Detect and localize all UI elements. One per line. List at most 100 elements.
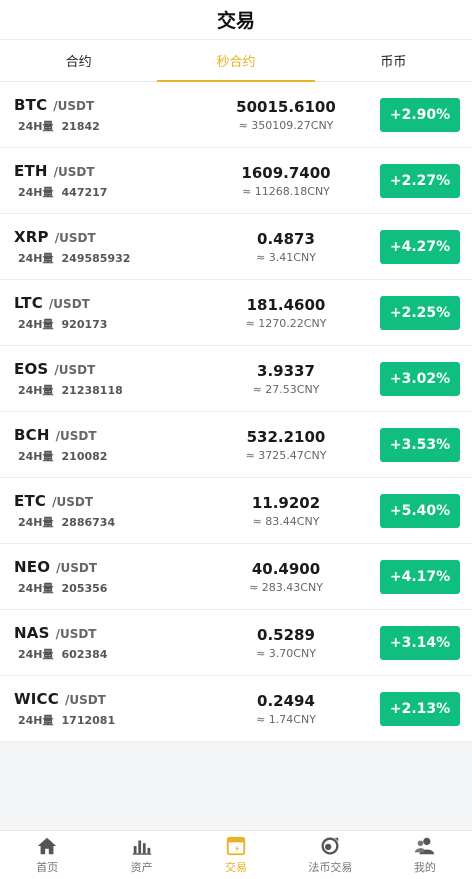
market-row-bch[interactable]: BCH /USDT 24H量 210082 532.2100 ≈ 3725.47C… [0,412,472,478]
cny-price: ≈ 3.41CNY [256,250,316,264]
volume-24h: 24H量 447217 [14,184,194,200]
pair-symbol: NAS [14,623,50,642]
pair-symbol: ETH [14,161,48,180]
pair-quote: /USDT [54,230,96,245]
volume-value: 21842 [61,119,100,133]
market-row-etc[interactable]: ETC /USDT 24H量 2886734 11.9202 ≈ 83.44CNY… [0,478,472,544]
volume-24h: 24H量 21238118 [14,382,194,398]
tab-contract[interactable]: 合约 [65,55,92,70]
volume-24h: 24H量 210082 [14,448,194,464]
change-badge[interactable]: +3.53% [380,427,460,462]
market-row-xrp[interactable]: XRP /USDT 24H量 249585932 0.4873 ≈ 3.41CNY… [0,214,472,280]
volume-24h: 24H量 602384 [14,646,194,662]
last-price: 1609.7400 [241,163,331,182]
volume-24h: 24H量 21842 [14,118,194,134]
pair-quote: /USDT [53,164,95,179]
market-row-ltc[interactable]: LTC /USDT 24H量 920173 181.4600 ≈ 1270.22C… [0,280,472,346]
volume-label: 24H量 [18,185,54,199]
pair-symbol: XRP [14,227,49,246]
pair-symbol: BCH [14,425,50,444]
nav-trade[interactable]: 交易 [189,831,283,879]
price-info: 1609.7400 ≈ 11268.18CNY [194,164,378,198]
market-row-nas[interactable]: NAS /USDT 24H量 602384 0.5289 ≈ 3.70CNY +3… [0,610,472,676]
trade-icon [226,836,246,856]
change-badge[interactable]: +2.13% [380,691,460,726]
cny-price: ≈ 11268.18CNY [242,184,330,198]
pair: LTC /USDT [14,294,194,312]
pair-quote: /USDT [53,98,95,113]
last-price: 532.2100 [246,427,326,446]
cny-price: ≈ 3725.47CNY [245,448,327,462]
price-info: 50015.6100 ≈ 350109.27CNY [194,98,378,132]
pair-quote: /USDT [55,428,97,443]
market-row-btc[interactable]: BTC /USDT 24H量 21842 50015.6100 ≈ 350109.… [0,82,472,148]
nav-assets[interactable]: 资产 [94,831,188,879]
change-badge[interactable]: +4.27% [380,229,460,264]
pair: BTC /USDT [14,96,194,114]
pair-info: WICC /USDT 24H量 1712081 [14,690,194,728]
volume-label: 24H量 [18,317,54,331]
market-row-eth[interactable]: ETH /USDT 24H量 447217 1609.7400 ≈ 11268.1… [0,148,472,214]
volume-24h: 24H量 205356 [14,580,194,596]
price-info: 181.4600 ≈ 1270.22CNY [194,296,378,330]
bottom-nav: 首页 资产 交易 法币交易 我 [0,830,472,879]
nav-home[interactable]: 首页 [0,831,94,879]
cny-price: ≈ 1.74CNY [256,712,316,726]
market-row-eos[interactable]: EOS /USDT 24H量 21238118 3.9337 ≈ 27.53CNY… [0,346,472,412]
pair: ETH /USDT [14,162,194,180]
home-icon [38,837,57,855]
price-info: 3.9337 ≈ 27.53CNY [194,362,378,396]
market-row-wicc[interactable]: WICC /USDT 24H量 1712081 0.2494 ≈ 1.74CNY … [0,676,472,742]
pair: XRP /USDT [14,228,194,246]
pair-symbol: EOS [14,359,49,378]
assets-chart-icon [132,840,151,855]
pair: NAS /USDT [14,624,194,642]
pair-quote: /USDT [54,362,96,377]
change-badge[interactable]: +2.27% [380,163,460,198]
change-col: +4.27% [378,229,460,264]
change-col: +2.25% [378,295,460,330]
cny-price: ≈ 1270.22CNY [245,316,327,330]
volume-24h: 24H量 1712081 [14,712,194,728]
volume-label: 24H量 [18,515,54,529]
change-badge[interactable]: +3.02% [380,361,460,396]
last-price: 181.4600 [246,295,326,314]
tab-second-contract[interactable]: 秒合约 [157,40,315,82]
cny-price: ≈ 350109.27CNY [238,118,334,132]
change-col: +4.17% [378,559,460,594]
change-badge[interactable]: +3.14% [380,625,460,660]
market-list: BTC /USDT 24H量 21842 50015.6100 ≈ 350109.… [0,82,472,742]
volume-label: 24H量 [18,383,54,397]
nav-mine[interactable]: 我的 [378,831,472,879]
volume-value: 2886734 [61,515,116,529]
volume-value: 1712081 [61,713,116,727]
change-badge[interactable]: +5.40% [380,493,460,528]
last-price: 11.9202 [251,493,321,512]
nav-fiat[interactable]: 法币交易 [283,831,377,879]
change-col: +3.02% [378,361,460,396]
volume-label: 24H量 [18,119,54,133]
price-info: 0.4873 ≈ 3.41CNY [194,230,378,264]
volume-label: 24H量 [18,581,54,595]
market-row-neo[interactable]: NEO /USDT 24H量 205356 40.4900 ≈ 283.43CNY… [0,544,472,610]
pair-info: EOS /USDT 24H量 21238118 [14,360,194,398]
volume-label: 24H量 [18,251,54,265]
price-info: 11.9202 ≈ 83.44CNY [194,494,378,528]
last-price: 0.2494 [257,691,315,710]
pair-quote: /USDT [56,560,98,575]
last-price: 0.5289 [257,625,315,644]
pair-info: LTC /USDT 24H量 920173 [14,294,194,332]
volume-value: 21238118 [61,383,123,397]
pair-info: ETC /USDT 24H量 2886734 [14,492,194,530]
change-col: +3.53% [378,427,460,462]
pair-quote: /USDT [52,494,94,509]
change-badge[interactable]: +4.17% [380,559,460,594]
tab-spot[interactable]: 币币 [380,55,407,70]
volume-24h: 24H量 2886734 [14,514,194,530]
change-col: +2.90% [378,97,460,132]
volume-value: 447217 [61,185,108,199]
last-price: 3.9337 [257,361,315,380]
change-badge[interactable]: +2.25% [380,295,460,330]
change-badge[interactable]: +2.90% [380,97,460,132]
pair: NEO /USDT [14,558,194,576]
